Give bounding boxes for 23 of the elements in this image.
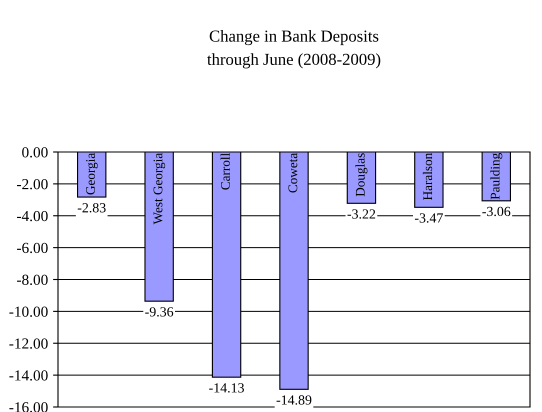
y-tick-label: 0.00 <box>22 147 48 158</box>
chart-title: Change in Bank Deposits through June (2008-2009) <box>207 30 380 68</box>
x-tick-label: Paulding <box>490 153 502 200</box>
data-label: -3.47 <box>414 213 443 223</box>
data-label: -3.06 <box>482 206 510 216</box>
y-tick-label: -6.00 <box>17 242 48 254</box>
data-label: -3.22 <box>347 209 376 219</box>
y-tick-label: -4.00 <box>17 210 48 222</box>
x-tick-label: Douglas <box>355 153 368 196</box>
y-tick-label: -8.00 <box>17 274 48 286</box>
x-tick-label: Carroll <box>220 153 230 190</box>
data-label: -2.83 <box>78 203 106 213</box>
data-label: -14.13 <box>209 383 244 393</box>
data-label: -14.89 <box>276 395 312 405</box>
data-label: -9.36 <box>145 307 174 317</box>
x-tick-label: Georgia <box>86 152 98 195</box>
y-tick-label: -10.00 <box>9 306 48 317</box>
y-tick-label: -12.00 <box>9 338 48 349</box>
x-tick-label: Coweta <box>288 152 298 193</box>
y-tick-label: -14.00 <box>9 370 48 381</box>
x-tick-label: Haralson <box>422 153 432 200</box>
x-tick-label: West Georgia <box>154 152 166 224</box>
y-tick-label: -2.00 <box>17 179 48 190</box>
